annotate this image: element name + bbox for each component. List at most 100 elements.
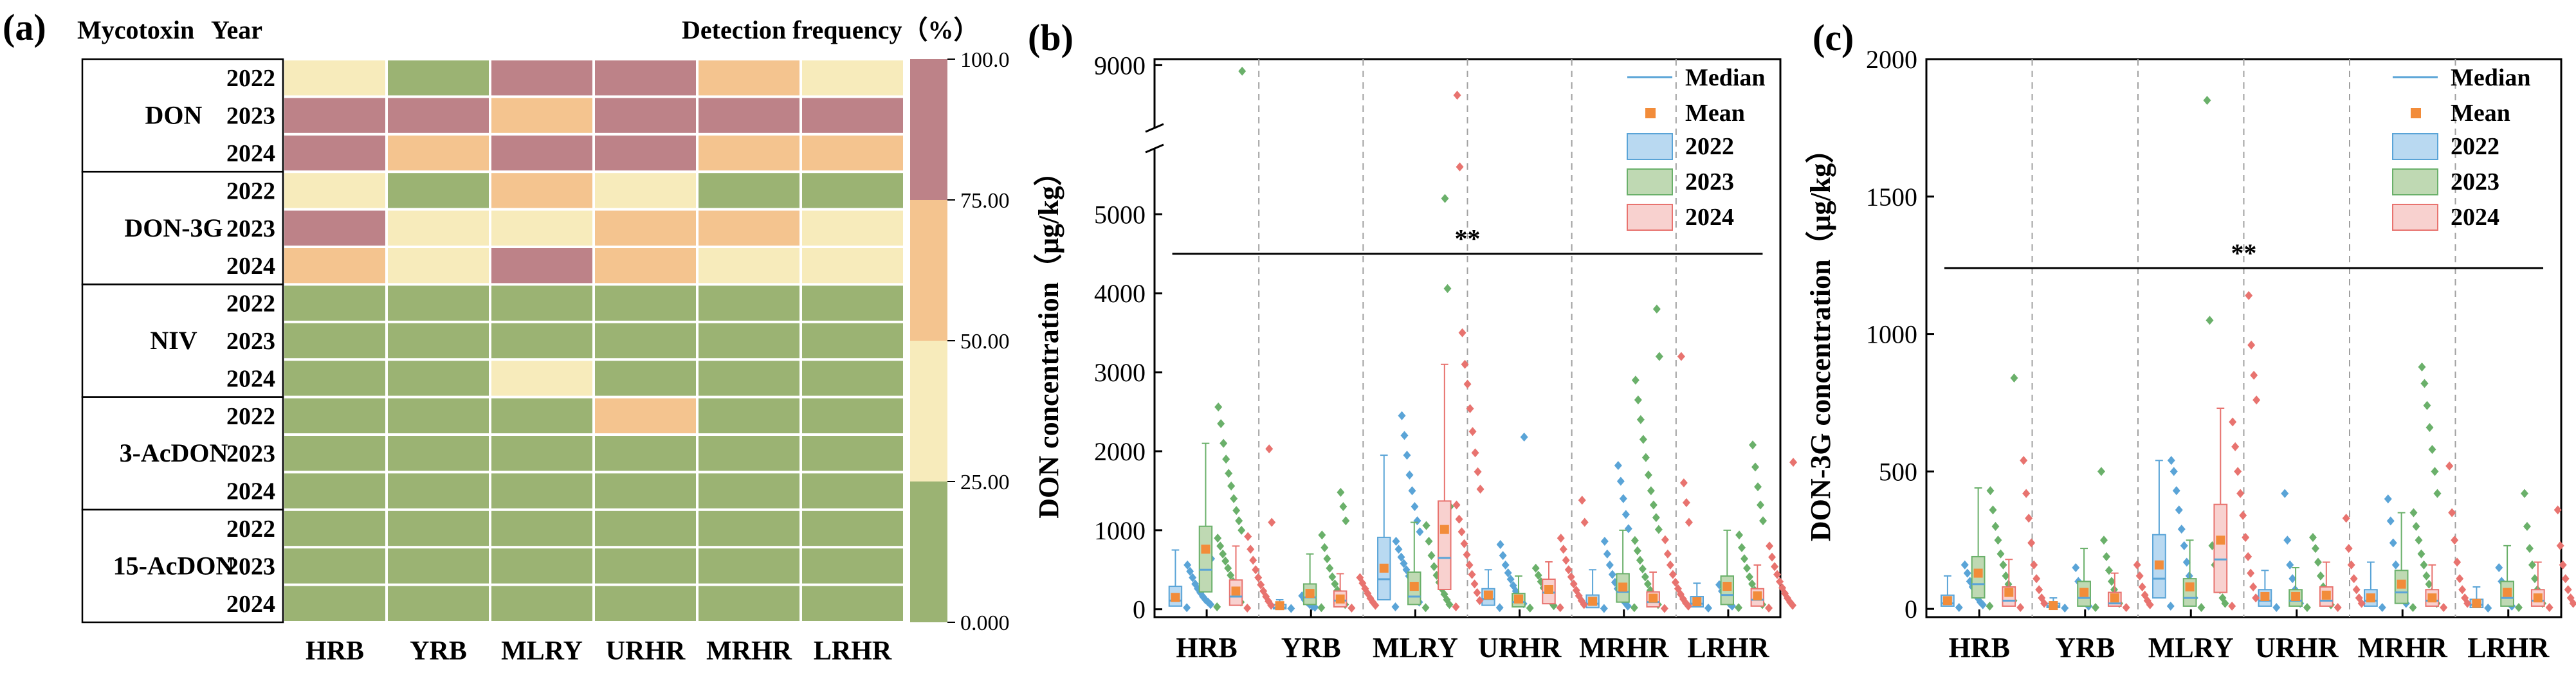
y-tick-label: 5000 — [1094, 200, 1146, 229]
heatmap-cell — [491, 210, 592, 246]
heatmap-column-label: MLRY — [501, 636, 583, 666]
legend-year-label: 2023 — [1685, 168, 1734, 195]
data-point — [2342, 514, 2350, 523]
data-point — [2170, 467, 2178, 476]
data-point — [1227, 482, 1236, 491]
data-point — [2415, 536, 2423, 545]
data-point — [1238, 66, 1247, 76]
data-point — [2030, 560, 2038, 570]
group-label: DON-3G — [124, 213, 223, 242]
year-label: 2024 — [226, 591, 275, 618]
data-point — [1342, 516, 1350, 526]
heatmap-cell — [284, 135, 385, 171]
x-tick-label: YRB — [2055, 632, 2115, 663]
data-point — [1616, 476, 1625, 486]
data-point — [1247, 544, 1255, 554]
heatmap-cell — [284, 398, 385, 433]
data-point — [1458, 328, 1466, 338]
axis-break-mark — [1145, 123, 1164, 133]
y-tick-label: 4000 — [1094, 279, 1146, 308]
data-point — [2135, 571, 2144, 580]
group-box — [81, 509, 284, 624]
heatmap-cell — [491, 173, 592, 208]
box-mean — [2260, 591, 2270, 601]
data-point — [1641, 572, 1649, 582]
legend-year-label: 2024 — [1685, 204, 1734, 231]
data-point — [1265, 444, 1274, 454]
heatmap-cell — [284, 473, 385, 509]
heatmap-cell — [802, 586, 903, 621]
scale-tick-label: 100.0 — [960, 48, 1010, 72]
heatmap-cell — [284, 436, 385, 471]
data-point — [1476, 484, 1484, 494]
legend-year-swatch — [2392, 133, 2438, 160]
heatmap-cell — [699, 323, 799, 359]
box-mean — [1379, 563, 1389, 573]
data-point — [1641, 453, 1650, 462]
heatmap-cell — [699, 398, 799, 433]
data-point — [1221, 556, 1230, 566]
data-point — [1572, 586, 1580, 595]
legend-median-label: Median — [2451, 64, 2531, 91]
data-point — [1230, 494, 1238, 503]
y-tick-label: 3000 — [1094, 358, 1146, 387]
data-point — [1580, 518, 1589, 527]
data-point — [1748, 579, 1757, 589]
group-label: 15-AcDON — [113, 551, 235, 580]
data-point — [2249, 582, 2258, 591]
data-point — [1411, 501, 1419, 511]
data-point — [2525, 544, 2534, 554]
box-mean — [1513, 594, 1523, 604]
data-point — [2102, 552, 2110, 561]
data-point — [1318, 530, 1326, 540]
year-label: 2024 — [226, 365, 275, 392]
data-point — [2566, 593, 2575, 603]
data-point — [2288, 574, 2297, 584]
data-point — [1216, 541, 1225, 551]
data-point — [2561, 574, 2570, 584]
heatmap-cell — [284, 60, 385, 96]
heatmap-cell — [595, 60, 696, 96]
scale-band — [910, 59, 947, 200]
data-point — [1759, 516, 1768, 526]
data-point — [2250, 370, 2258, 380]
heatmap-cell — [388, 135, 489, 171]
data-point — [1735, 530, 1744, 540]
box-mean — [1483, 590, 1493, 600]
heatmap-cell — [595, 473, 696, 509]
data-point — [1232, 506, 1241, 516]
heatmap-cell — [802, 548, 903, 584]
data-point — [1214, 402, 1223, 412]
data-point — [1504, 568, 1512, 578]
data-point — [2141, 590, 2149, 600]
data-point — [1636, 555, 1644, 565]
heatmap-cell — [284, 248, 385, 284]
data-point — [2412, 521, 2420, 531]
data-point — [2431, 467, 2439, 476]
data-point — [1416, 527, 1424, 537]
data-point — [2236, 489, 2245, 498]
heatmap-cell — [595, 135, 696, 171]
group-label: NIV — [150, 326, 197, 355]
heatmap-cell — [802, 510, 903, 546]
data-point — [2239, 510, 2247, 520]
box-iqr — [2213, 503, 2228, 593]
y-tick-label: 1500 — [1866, 183, 1917, 212]
data-point — [2311, 544, 2319, 554]
data-point — [1509, 580, 1517, 590]
heatmap-cell — [284, 210, 385, 246]
heatmap-cell — [388, 323, 489, 359]
year-label: 2022 — [226, 177, 275, 204]
data-point — [2197, 603, 2206, 613]
heatmap-cell — [802, 285, 903, 321]
data-point — [2344, 544, 2353, 554]
data-point — [2099, 536, 2108, 545]
heatmap-cell — [284, 98, 385, 133]
data-point — [2231, 442, 2240, 451]
data-point — [1400, 431, 1409, 440]
heatmap-cell — [491, 60, 592, 96]
data-point — [1605, 560, 1614, 570]
data-point — [1259, 586, 1268, 596]
heatmap-cell — [284, 285, 385, 321]
data-point — [2386, 516, 2395, 526]
